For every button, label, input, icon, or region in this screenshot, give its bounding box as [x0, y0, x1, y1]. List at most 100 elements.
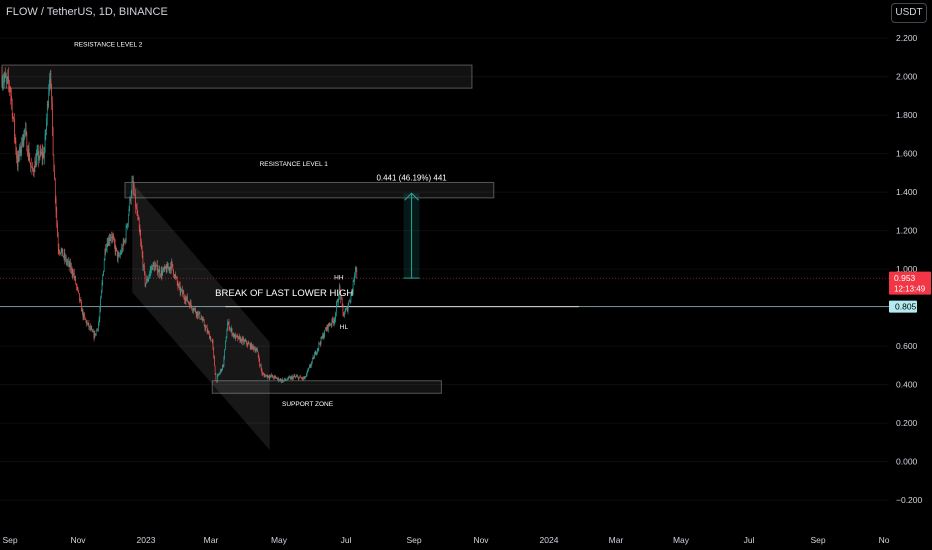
candle-body — [297, 376, 298, 377]
candle-body — [92, 331, 94, 333]
candle-body — [3, 78, 5, 82]
candle-body — [317, 349, 318, 353]
candle-body — [79, 299, 81, 301]
candle-body — [344, 314, 345, 317]
candle-body — [230, 328, 232, 330]
candle-body — [111, 237, 112, 239]
candle-body — [160, 270, 162, 276]
x-tick-label: 2024 — [540, 535, 559, 545]
candle-body — [130, 194, 132, 201]
candle-body — [284, 378, 286, 380]
candle-body — [276, 378, 278, 380]
candle-body — [165, 266, 166, 269]
candle-body — [19, 147, 20, 157]
candle-body — [324, 329, 325, 336]
candle-body — [31, 167, 33, 168]
candle-body — [125, 240, 126, 242]
candle-body — [252, 344, 254, 347]
candle-body — [173, 269, 174, 276]
candle-body — [163, 268, 165, 270]
candle-body — [173, 275, 175, 278]
currency-button[interactable]: USDT — [891, 3, 927, 23]
candle-body — [351, 292, 352, 294]
candle-body — [131, 181, 133, 195]
candle-body — [275, 376, 277, 378]
candle-body — [168, 267, 170, 270]
candle-body — [213, 348, 214, 357]
candle-body — [279, 380, 280, 381]
candle-body — [182, 289, 183, 294]
candle-body — [223, 357, 225, 367]
candle-body — [94, 333, 96, 339]
candle-body — [46, 118, 47, 131]
candle-body — [123, 241, 125, 243]
candle-body — [81, 302, 82, 312]
candle-body — [262, 373, 263, 375]
candle-body — [84, 317, 86, 320]
candle-body — [219, 373, 220, 375]
candle-body — [68, 261, 69, 263]
candle-body — [217, 374, 219, 376]
candle-body — [72, 273, 74, 276]
candle-body — [253, 346, 255, 350]
candle-body — [86, 320, 87, 325]
candle-body — [125, 227, 127, 241]
x-tick-label: Sep — [2, 535, 17, 545]
candle-body — [114, 243, 116, 252]
candle-body — [241, 338, 242, 343]
candle-body — [319, 343, 321, 345]
candle-body — [317, 348, 319, 350]
candle-body — [149, 273, 150, 277]
candle-body — [61, 248, 63, 251]
candle-body — [16, 151, 17, 159]
candle-body — [36, 156, 37, 167]
candle-body — [138, 216, 139, 221]
candle-body — [137, 214, 139, 217]
x-tick-label: Nov — [70, 535, 86, 545]
candle-body — [329, 325, 331, 326]
candle-body — [308, 367, 309, 370]
candle-body — [25, 129, 26, 131]
candle-body — [338, 287, 340, 299]
candle-body — [71, 267, 72, 270]
candle-body — [32, 167, 33, 170]
candle-body — [215, 374, 217, 381]
candle-body — [54, 171, 55, 180]
x-tick-label: Sep — [810, 535, 825, 545]
candle-body — [91, 328, 93, 330]
candle-body — [39, 150, 41, 158]
candle-body — [136, 207, 138, 215]
candle-body — [192, 310, 194, 311]
candle-body — [124, 240, 125, 243]
candle-body — [76, 284, 77, 287]
candle-body — [200, 318, 202, 320]
candle-body — [44, 134, 46, 152]
candle-body — [60, 250, 62, 254]
candle-body — [103, 260, 105, 271]
candle-body — [277, 377, 279, 379]
candle-body — [65, 257, 66, 260]
current-price-tag — [889, 271, 931, 295]
candle-body — [355, 267, 357, 269]
candle-body — [29, 160, 31, 163]
candle-body — [108, 238, 109, 246]
candle-body — [352, 280, 354, 292]
candle-body — [212, 340, 214, 349]
zone-label: RESISTANCE LEVEL 2 — [74, 42, 143, 49]
candle-body — [330, 324, 332, 325]
y-tick-label: 2.200 — [896, 33, 918, 43]
candle-body — [195, 308, 196, 313]
candle-body — [179, 285, 180, 286]
candle-body — [272, 375, 274, 378]
candle-body — [44, 151, 45, 159]
candle-body — [73, 272, 74, 276]
candle-body — [50, 78, 52, 84]
candle-body — [264, 375, 266, 377]
candle-body — [35, 160, 36, 167]
candle-body — [85, 319, 87, 321]
candle-body — [287, 377, 289, 380]
candle-body — [148, 276, 150, 279]
candle-body — [113, 237, 114, 239]
candle-body — [302, 377, 304, 379]
